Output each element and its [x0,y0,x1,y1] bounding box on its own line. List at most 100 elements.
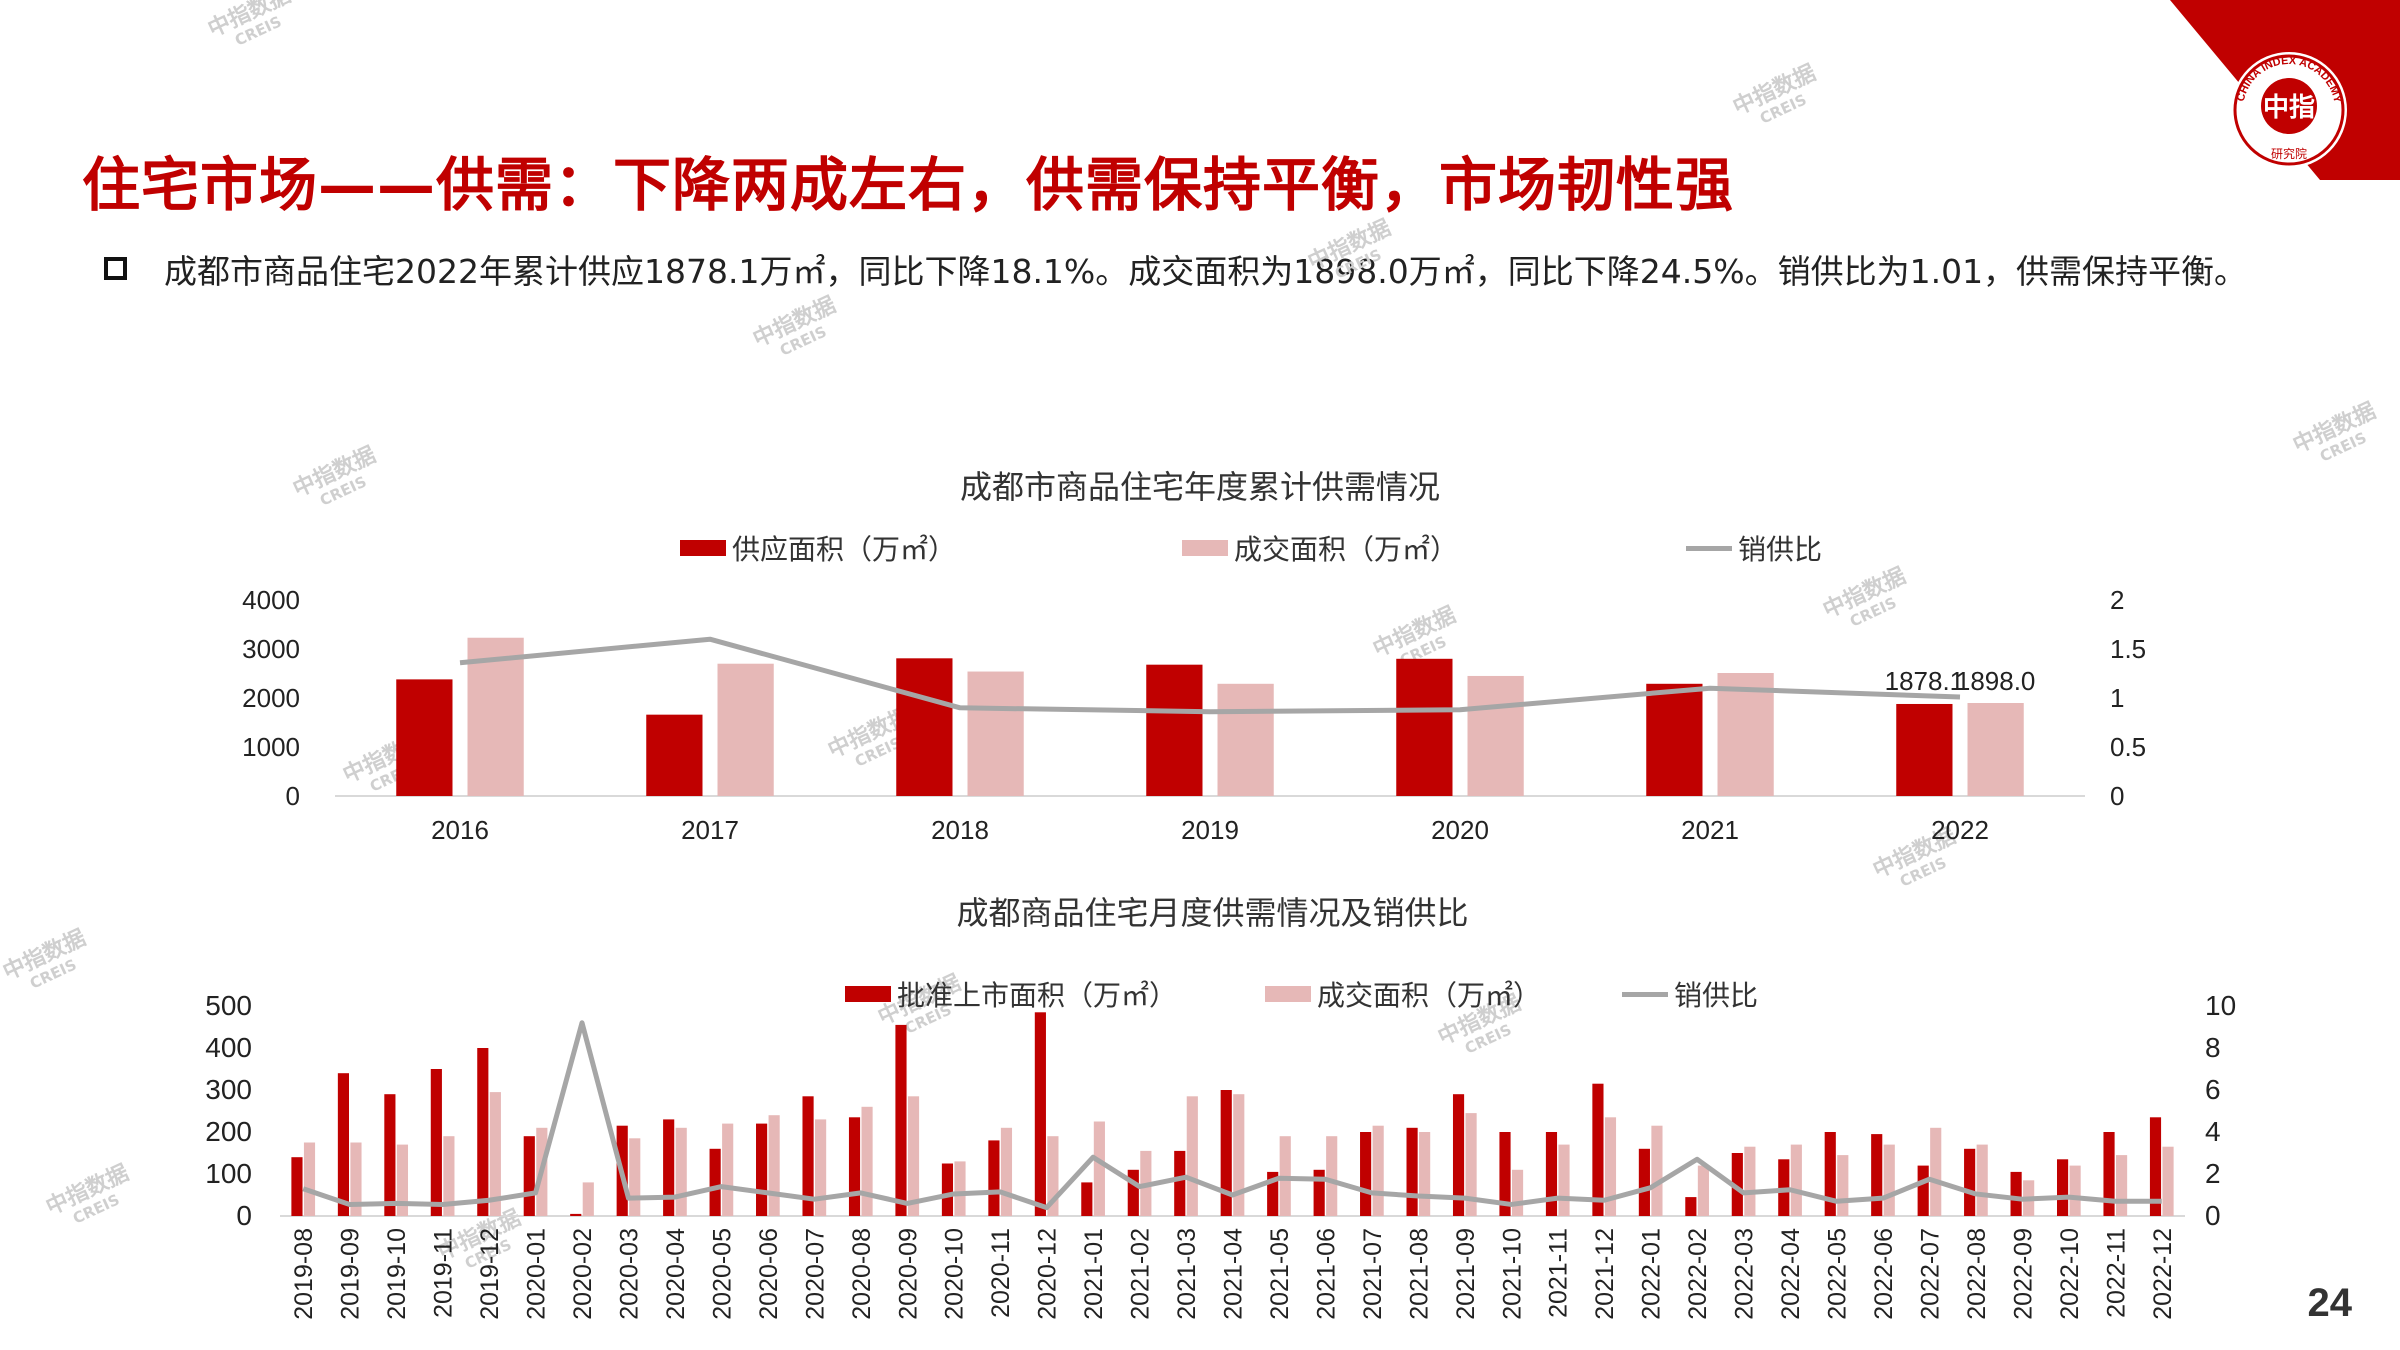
bar [1465,1113,1477,1216]
x-tick-label: 2021-12 [1591,1228,1619,1320]
bar [1233,1094,1245,1216]
bar [2162,1146,2174,1216]
x-tick-label: 2020-08 [848,1228,876,1320]
bar [1685,1197,1697,1216]
x-tick-label: 2020-06 [755,1228,783,1320]
bar [1372,1125,1384,1216]
bar [1267,1171,1279,1216]
bar [1360,1132,1372,1216]
y2-tick-label: 0 [2110,781,2124,811]
bar [1592,1083,1604,1216]
y2-tick-label: 0.5 [2110,732,2146,762]
x-tick-label: 2019-12 [476,1228,504,1320]
y2-tick-label: 8 [2205,1032,2221,1063]
y2-tick-label: 1 [2110,683,2124,713]
x-tick-label: 2022-11 [2102,1228,2130,1318]
x-tick-label: 2021-03 [1173,1228,1201,1320]
bar [896,658,953,796]
bar [1452,1094,1465,1216]
legend-sales-monthly: 成交面积（万㎡） [1265,974,1541,1014]
bar [1326,1136,1338,1216]
y-tick-label: 0 [286,781,300,811]
bar [396,1144,409,1216]
x-tick-label: 2020 [1431,815,1489,845]
bar [1034,1012,1046,1216]
y-tick-label: 100 [205,1158,252,1189]
bar [1047,1136,1059,1216]
logo-text: 中指 [2263,92,2315,122]
bar [861,1106,873,1216]
legend-swatch-sales [1182,540,1228,556]
y-tick-label: 300 [205,1074,252,1105]
y-tick-label: 4000 [242,585,300,615]
data-label: 1878.1 [1885,666,1965,696]
y2-tick-label: 0 [2205,1200,2221,1231]
bar [629,1138,641,1216]
x-tick-label: 2020-01 [523,1228,551,1320]
bar [1646,683,1703,796]
x-tick-label: 2021-10 [1498,1228,1526,1320]
y-tick-label: 200 [205,1116,252,1147]
x-tick-label: 2020-05 [708,1228,736,1320]
x-tick-label: 2019 [1181,815,1239,845]
legend-line-ratio [1622,991,1668,997]
bar [303,1142,316,1216]
x-tick-label: 2022-09 [2009,1228,2037,1320]
data-label: 1898.0 [1956,666,2036,696]
legend-swatch-approved [845,986,891,1002]
bar [1127,1169,1139,1216]
x-tick-label: 2022-10 [2056,1228,2084,1320]
y-tick-label: 500 [205,990,252,1021]
bar [1511,1169,1524,1216]
bar [443,1136,455,1216]
bar [1638,1148,1650,1216]
bar [988,1140,1000,1216]
bar [337,1073,349,1216]
bar [1146,664,1203,796]
x-tick-label: 2021 [1681,815,1739,845]
legend-label: 销供比 [1738,533,1823,566]
bar [1220,1090,1232,1216]
bar [582,1182,594,1216]
x-tick-label: 2022-03 [1731,1228,1759,1320]
y2-tick-label: 2 [2205,1158,2221,1189]
bar [663,1119,675,1216]
bar [802,1096,814,1216]
bar [2116,1155,2128,1216]
y-tick-label: 0 [236,1200,252,1231]
bar [756,1123,768,1216]
bar [570,1213,582,1216]
x-tick-label: 2021-01 [1080,1228,1108,1320]
x-tick-label: 2021-09 [1452,1228,1480,1320]
bar [350,1142,362,1216]
bar [1837,1155,1849,1216]
bar [1744,1146,1756,1216]
x-tick-label: 2022-04 [1777,1228,1805,1320]
x-tick-label: 2022-08 [1963,1228,1991,1320]
bar [2010,1171,2022,1216]
x-tick-label: 2021-07 [1359,1228,1387,1320]
x-tick-label: 2021-08 [1405,1228,1433,1320]
x-tick-label: 2020-03 [615,1228,643,1320]
bar [1081,1182,1093,1216]
x-tick-label: 2020-07 [801,1228,829,1320]
bar [1467,675,1524,796]
legend-supply: 供应面积（万㎡） [680,528,956,568]
bar [1967,702,2024,796]
bar [1651,1125,1663,1216]
x-tick-label: 2019-11 [430,1228,458,1318]
bar [430,1069,442,1216]
bar [477,1048,489,1216]
y2-tick-label: 6 [2205,1074,2221,1105]
bar [1217,683,1274,796]
x-tick-label: 2019-10 [383,1228,411,1320]
bar [489,1092,501,1216]
corner-ribbon: 中指 研究院 CHINA INDEX ACADEMY [2170,0,2400,180]
bar [1545,1132,1558,1216]
bar [1964,1148,1976,1216]
x-tick-label: 2018 [931,815,989,845]
bar [384,1094,396,1216]
bar [717,663,774,796]
bar [722,1123,734,1216]
